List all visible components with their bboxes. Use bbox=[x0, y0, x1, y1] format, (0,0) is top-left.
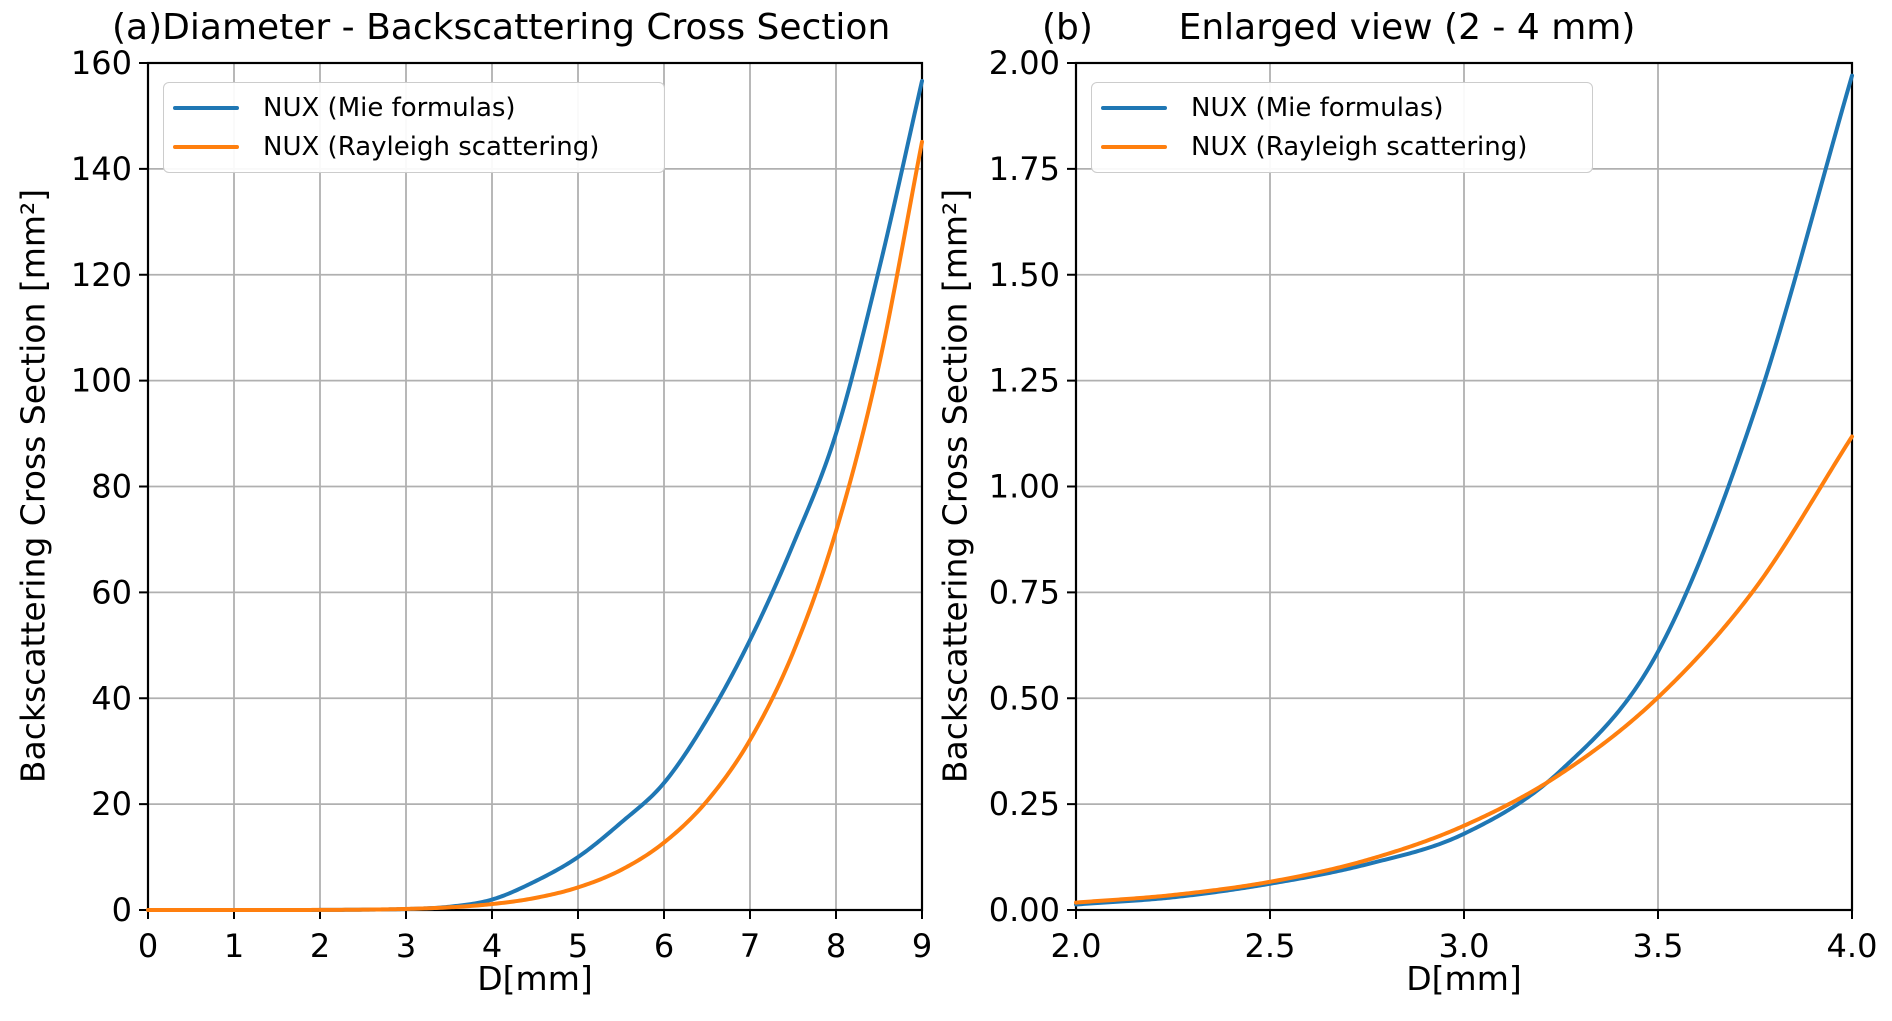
y-tick-label: 0.25 bbox=[989, 785, 1060, 823]
legend-label-mie: NUX (Mie formulas) bbox=[263, 92, 516, 123]
y-tick-label: 1.75 bbox=[989, 150, 1060, 188]
x-tick-label: 4.0 bbox=[1827, 927, 1878, 965]
y-tick-label: 20 bbox=[91, 785, 132, 823]
y-tick-label: 0.00 bbox=[989, 891, 1060, 929]
x-tick-label: 3.5 bbox=[1633, 927, 1684, 965]
axes-frame bbox=[146, 61, 924, 912]
x-tick-label: 2.5 bbox=[1245, 927, 1296, 965]
y-tick-label: 1.50 bbox=[989, 256, 1060, 294]
x-tick-label: 1 bbox=[224, 927, 244, 965]
x-tick-label: 3.0 bbox=[1439, 927, 1490, 965]
y-tick-label: 140 bbox=[71, 150, 132, 188]
y-tick-label: 1.00 bbox=[989, 468, 1060, 506]
y-tick-label: 80 bbox=[91, 468, 132, 506]
x-tick-label: 7 bbox=[740, 927, 760, 965]
x-tick-label: 2 bbox=[310, 927, 330, 965]
legend-label-mie: NUX (Mie formulas) bbox=[1191, 92, 1444, 123]
rayleigh-curve bbox=[146, 139, 924, 912]
legend-row: NUX (Rayleigh scattering) bbox=[1101, 133, 1592, 162]
y-tick-label: 2.00 bbox=[989, 44, 1060, 82]
legend-label-rayleigh: NUX (Rayleigh scattering) bbox=[1191, 131, 1528, 162]
x-tick-label: 6 bbox=[654, 927, 674, 965]
x-tick-label: 4 bbox=[482, 927, 502, 965]
y-tick-label: 160 bbox=[71, 44, 132, 82]
y-tick-label: 120 bbox=[71, 256, 132, 294]
legend-row: NUX (Rayleigh scattering) bbox=[173, 133, 664, 162]
subplot-a-title: (a)Diameter - Backscattering Cross Secti… bbox=[112, 10, 890, 46]
x-axis-label-b: D[mm] bbox=[1406, 959, 1522, 998]
y-tick-label: 0.75 bbox=[989, 573, 1060, 611]
x-tick-label: 8 bbox=[826, 927, 846, 965]
x-tick-label: 2.0 bbox=[1051, 927, 1102, 965]
y-tick-label: 1.25 bbox=[989, 362, 1060, 400]
x-tick-label: 5 bbox=[568, 927, 588, 965]
subplot-a-corner-label: (a) bbox=[112, 7, 163, 48]
legend-label-rayleigh: NUX (Rayleigh scattering) bbox=[263, 131, 600, 162]
mie-curve bbox=[1074, 73, 1854, 907]
y-axis-label-a: Backscattering Cross Section [mm²] bbox=[13, 188, 53, 784]
y-tick-label: 0 bbox=[112, 891, 132, 929]
subplot-b-title: Enlarged view (2 - 4 mm) bbox=[1178, 7, 1636, 48]
subplot-a-title-text: Diameter - Backscattering Cross Section bbox=[162, 7, 891, 48]
y-tick-label: 60 bbox=[91, 573, 132, 611]
legend-row: NUX (Mie formulas) bbox=[173, 92, 664, 123]
mie-curve bbox=[146, 79, 924, 912]
x-tick-label: 3 bbox=[396, 927, 416, 965]
y-tick-label: 0.50 bbox=[989, 679, 1060, 717]
rayleigh-line-swatch bbox=[1101, 145, 1167, 150]
subplot-b-corner-label: (b) bbox=[1042, 7, 1093, 48]
mie-line-swatch bbox=[1101, 105, 1167, 110]
mie-line-swatch bbox=[173, 105, 239, 110]
legend-b: NUX (Mie formulas) NUX (Rayleigh scatter… bbox=[1091, 82, 1593, 173]
legend-a: NUX (Mie formulas) NUX (Rayleigh scatter… bbox=[163, 82, 665, 173]
y-tick-label: 100 bbox=[71, 362, 132, 400]
x-tick-label: 0 bbox=[138, 927, 158, 965]
x-axis-label-a: D[mm] bbox=[477, 959, 593, 998]
rayleigh-line-swatch bbox=[173, 145, 239, 150]
x-tick-label: 9 bbox=[912, 927, 932, 965]
legend-row: NUX (Mie formulas) bbox=[1101, 92, 1592, 123]
y-tick-label: 40 bbox=[91, 679, 132, 717]
axes-frame bbox=[1074, 61, 1854, 912]
rayleigh-curve bbox=[1074, 434, 1854, 905]
y-axis-label-b: Backscattering Cross Section [mm²] bbox=[935, 188, 975, 784]
